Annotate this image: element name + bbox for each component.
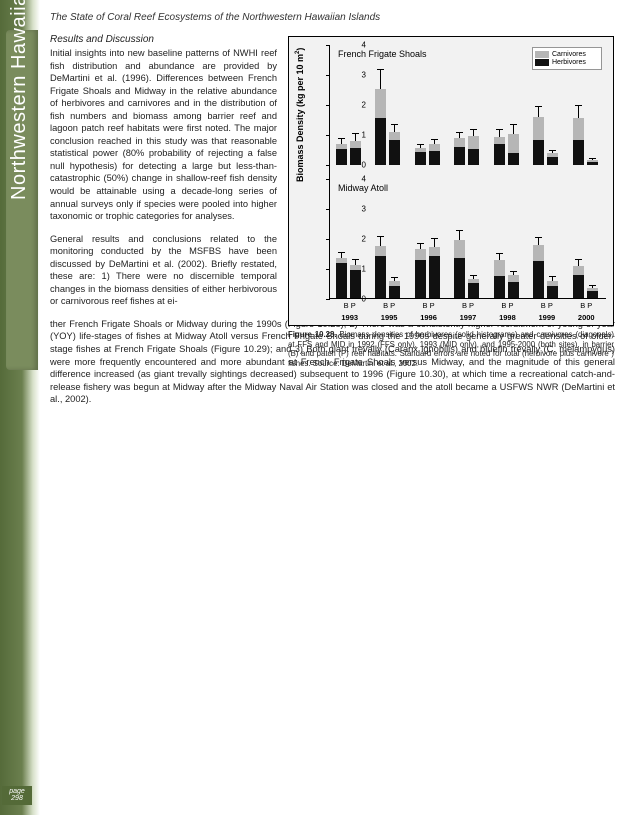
page-number-badge: page 298 [2,786,32,805]
figure-caption-text: Biomass densities of herbivores (solid h… [288,330,614,368]
sidebar-title: Northwestern Hawaiian Islands [8,0,31,200]
figure-caption-label: Figure 10.28. [288,330,337,339]
y-tick: 0 [354,295,366,304]
y-tick: 3 [354,71,366,80]
y-tick: 1 [354,265,366,274]
figure-10-28: Biomass Density (kg per 10 m2) French Fr… [288,36,614,369]
running-header: The State of Coral Reef Ecosystems of th… [50,12,380,23]
x-tick-label: B P [413,301,444,310]
y-tick: 4 [354,41,366,50]
paragraph-1: Initial insights into new baseline patte… [50,47,277,223]
y-axis-label: Biomass Density (kg per 10 m2) [295,48,305,182]
page-number: 298 [11,795,23,802]
x-tick-label: B P [531,301,562,310]
figure-caption: Figure 10.28. Biomass densities of herbi… [288,330,614,369]
y-tick: 2 [354,101,366,110]
x-year-label: 1999 [531,313,562,322]
x-year-label: 1995 [373,313,404,322]
y-tick: 1 [354,131,366,140]
x-tick-label: B P [373,301,404,310]
y-tick: 3 [354,205,366,214]
x-tick-label: B P [492,301,523,310]
x-year-label: 1998 [492,313,523,322]
plot-area: French Frigate ShoalsCarnivoresHerbivore… [329,45,605,299]
chart-panel-0: French Frigate ShoalsCarnivoresHerbivore… [330,45,606,165]
x-year-label: 2000 [571,313,602,322]
x-year-label: 1996 [413,313,444,322]
narrow-column: Initial insights into new baseline patte… [50,47,277,308]
y-tick: 2 [354,235,366,244]
page-label-text: page [9,788,25,795]
x-year-label: 1997 [452,313,483,322]
x-tick-label: B P [452,301,483,310]
chart-panel-1: Midway AtollB P1993B P1995B P1996B P1997… [330,179,606,299]
chart-container: Biomass Density (kg per 10 m2) French Fr… [288,36,614,326]
paragraph-2: General results and conclusions related … [50,233,277,308]
y-tick: 4 [354,175,366,184]
x-tick-label: B P [571,301,602,310]
x-year-label: 1993 [334,313,365,322]
y-tick: 0 [354,161,366,170]
